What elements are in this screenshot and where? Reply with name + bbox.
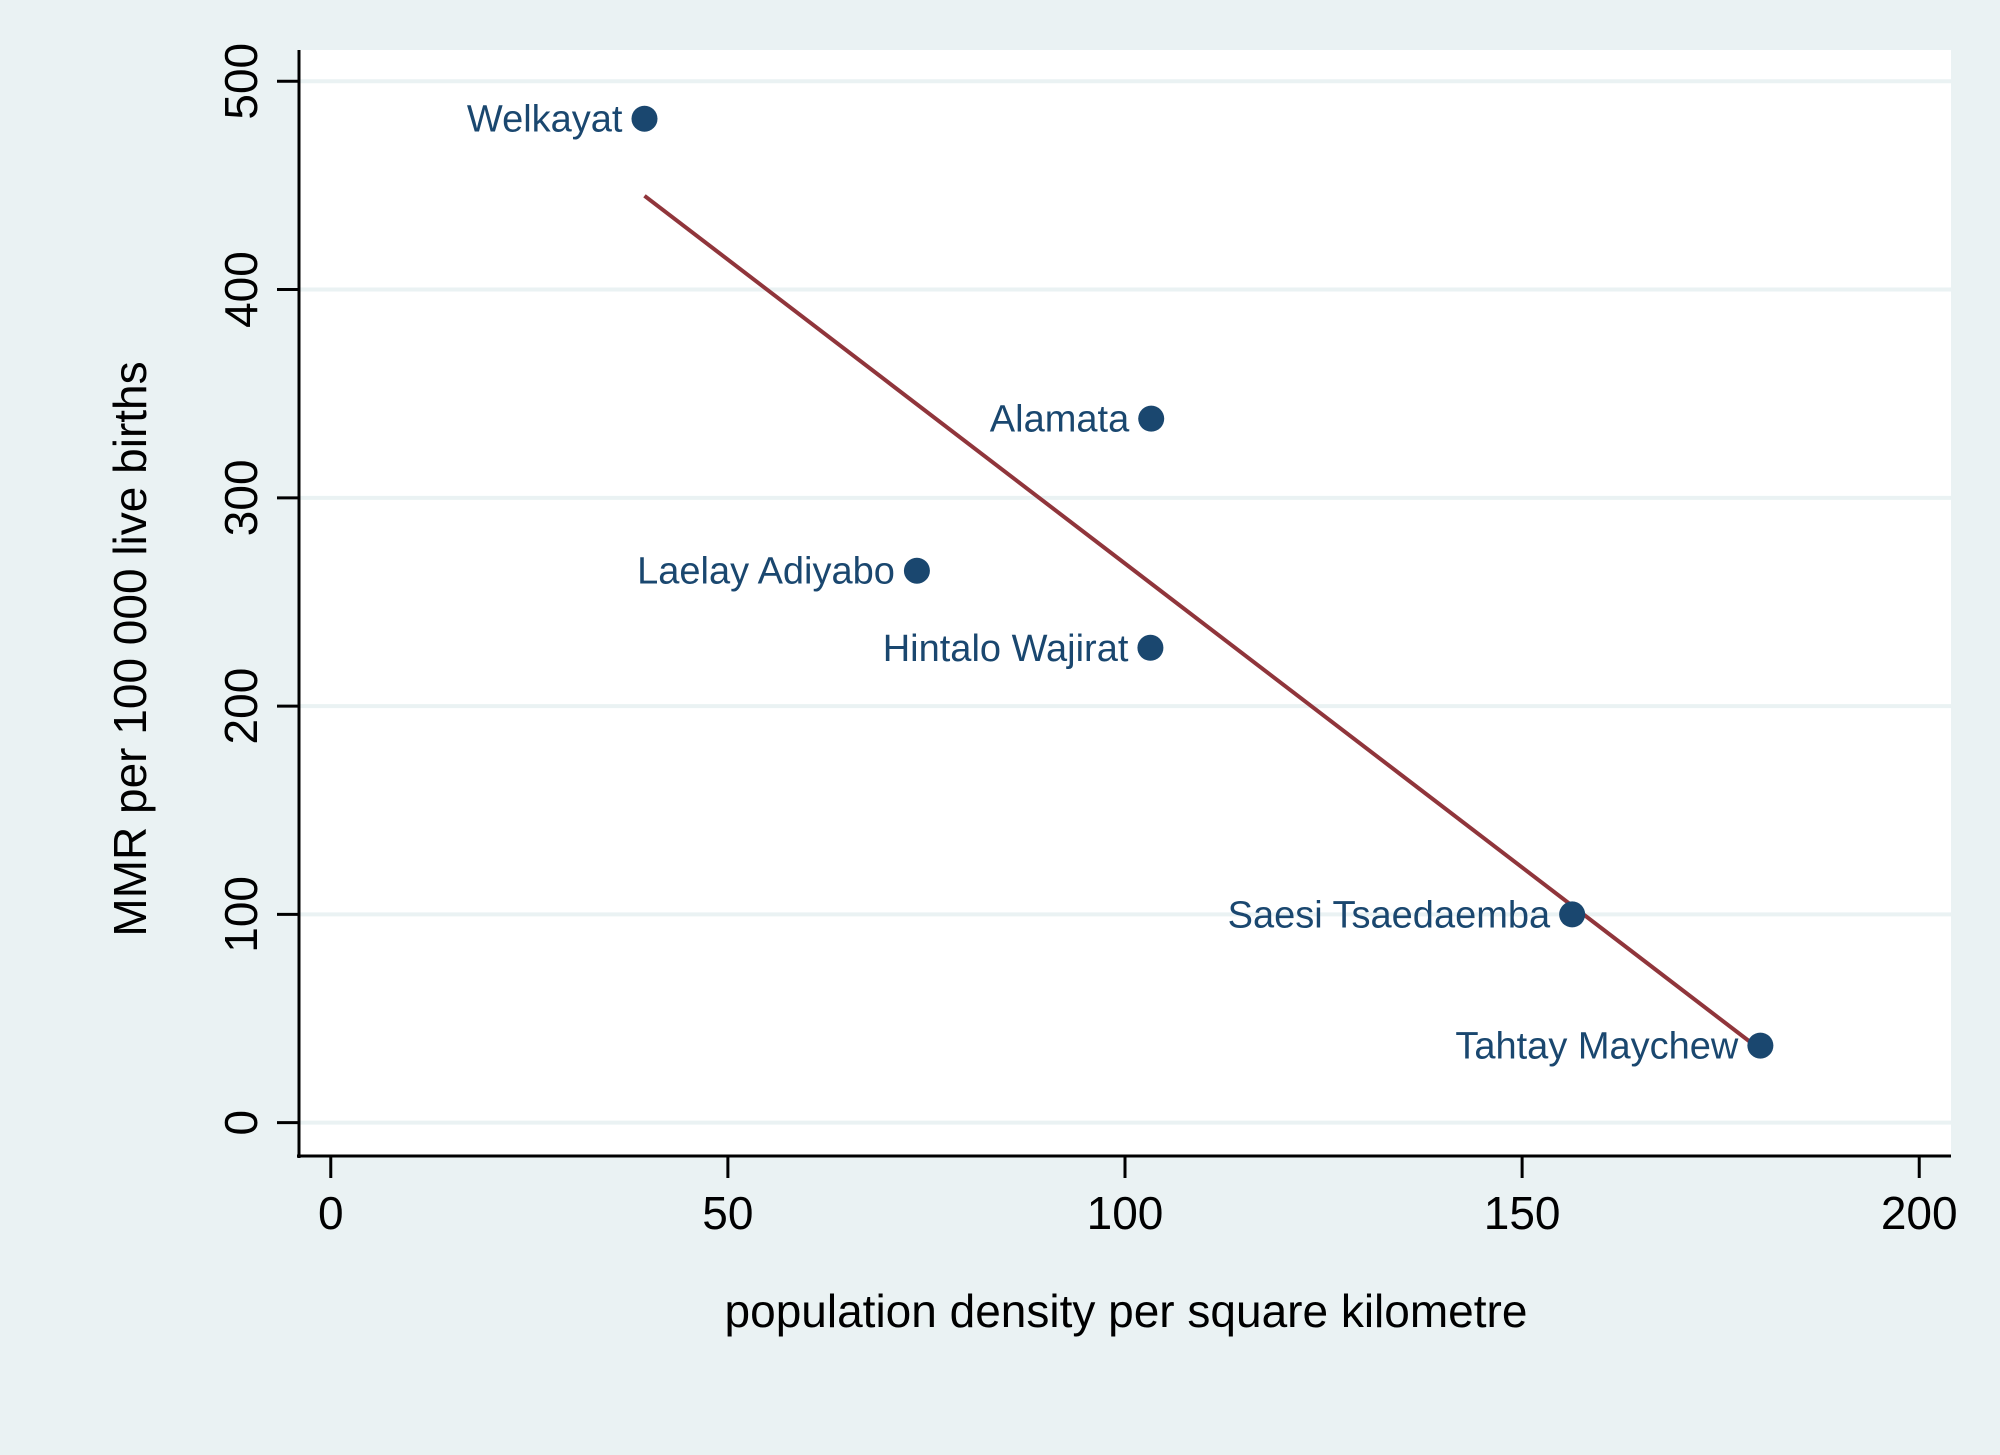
y-axis-title: MMR per 100 000 live births — [104, 361, 156, 936]
x-tick-label-200: 200 — [1881, 1187, 1958, 1239]
x-tick-label-0: 0 — [318, 1187, 344, 1239]
data-point-0 — [631, 105, 658, 132]
data-point-2 — [903, 557, 930, 584]
data-label-5: Tahtay Maychew — [1455, 1026, 1739, 1068]
axes: 0 100 200 300 400 500 0 50 100 150 200 — [215, 43, 1958, 1239]
data-point-4 — [1559, 901, 1586, 928]
y-tick-label-500: 500 — [215, 43, 267, 120]
y-tick-label-200: 200 — [215, 668, 267, 745]
y-tick-label-400: 400 — [215, 251, 267, 328]
x-tick-label-50: 50 — [702, 1187, 753, 1239]
gridlines — [299, 79, 1951, 1125]
data-points: Welkayat Alamata Laelay Adiyabo Hintalo Waj… — [467, 99, 1774, 1068]
data-point-1 — [1138, 405, 1165, 432]
plot-area — [299, 50, 1951, 1156]
x-axis-title: population density per square kilometre — [725, 1285, 1528, 1337]
data-label-1: Alamata — [990, 399, 1130, 441]
x-tick-label-150: 150 — [1484, 1187, 1561, 1239]
x-tick-label-100: 100 — [1087, 1187, 1164, 1239]
data-label-3: Hintalo Wajirat — [883, 628, 1129, 670]
y-tick-label-0: 0 — [215, 1110, 267, 1136]
data-label-2: Laelay Adiyabo — [637, 551, 895, 593]
data-point-3 — [1137, 634, 1164, 661]
y-tick-label-100: 100 — [215, 876, 267, 953]
data-label-4: Saesi Tsaedaemba — [1228, 894, 1551, 936]
data-label-0: Welkayat — [467, 99, 623, 141]
data-point-5 — [1747, 1032, 1774, 1059]
y-tick-label-300: 300 — [215, 459, 267, 536]
